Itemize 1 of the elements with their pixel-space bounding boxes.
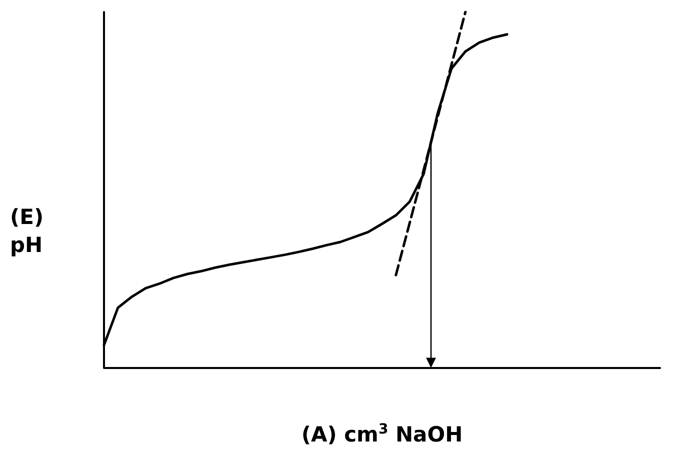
y-axis-title: (E) pH (10, 205, 44, 257)
